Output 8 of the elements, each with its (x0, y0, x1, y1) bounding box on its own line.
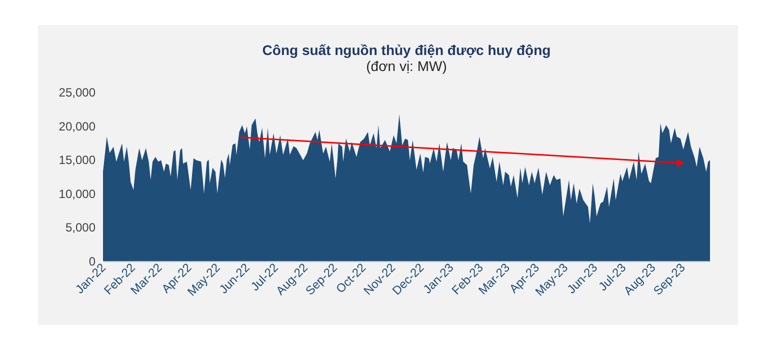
y-tick-label: 25,000 (58, 86, 96, 100)
y-tick-label: 20,000 (58, 119, 96, 134)
y-tick-label: 10,000 (58, 186, 96, 201)
y-tick-label: 0 (88, 254, 96, 268)
chart-subtitle: (đơn vị: MW) (366, 58, 447, 74)
y-tick-label: 5,000 (65, 220, 96, 235)
chart-title: Công suất nguồn thủy điện được huy động (262, 42, 551, 58)
y-tick-label: 15,000 (58, 153, 96, 168)
